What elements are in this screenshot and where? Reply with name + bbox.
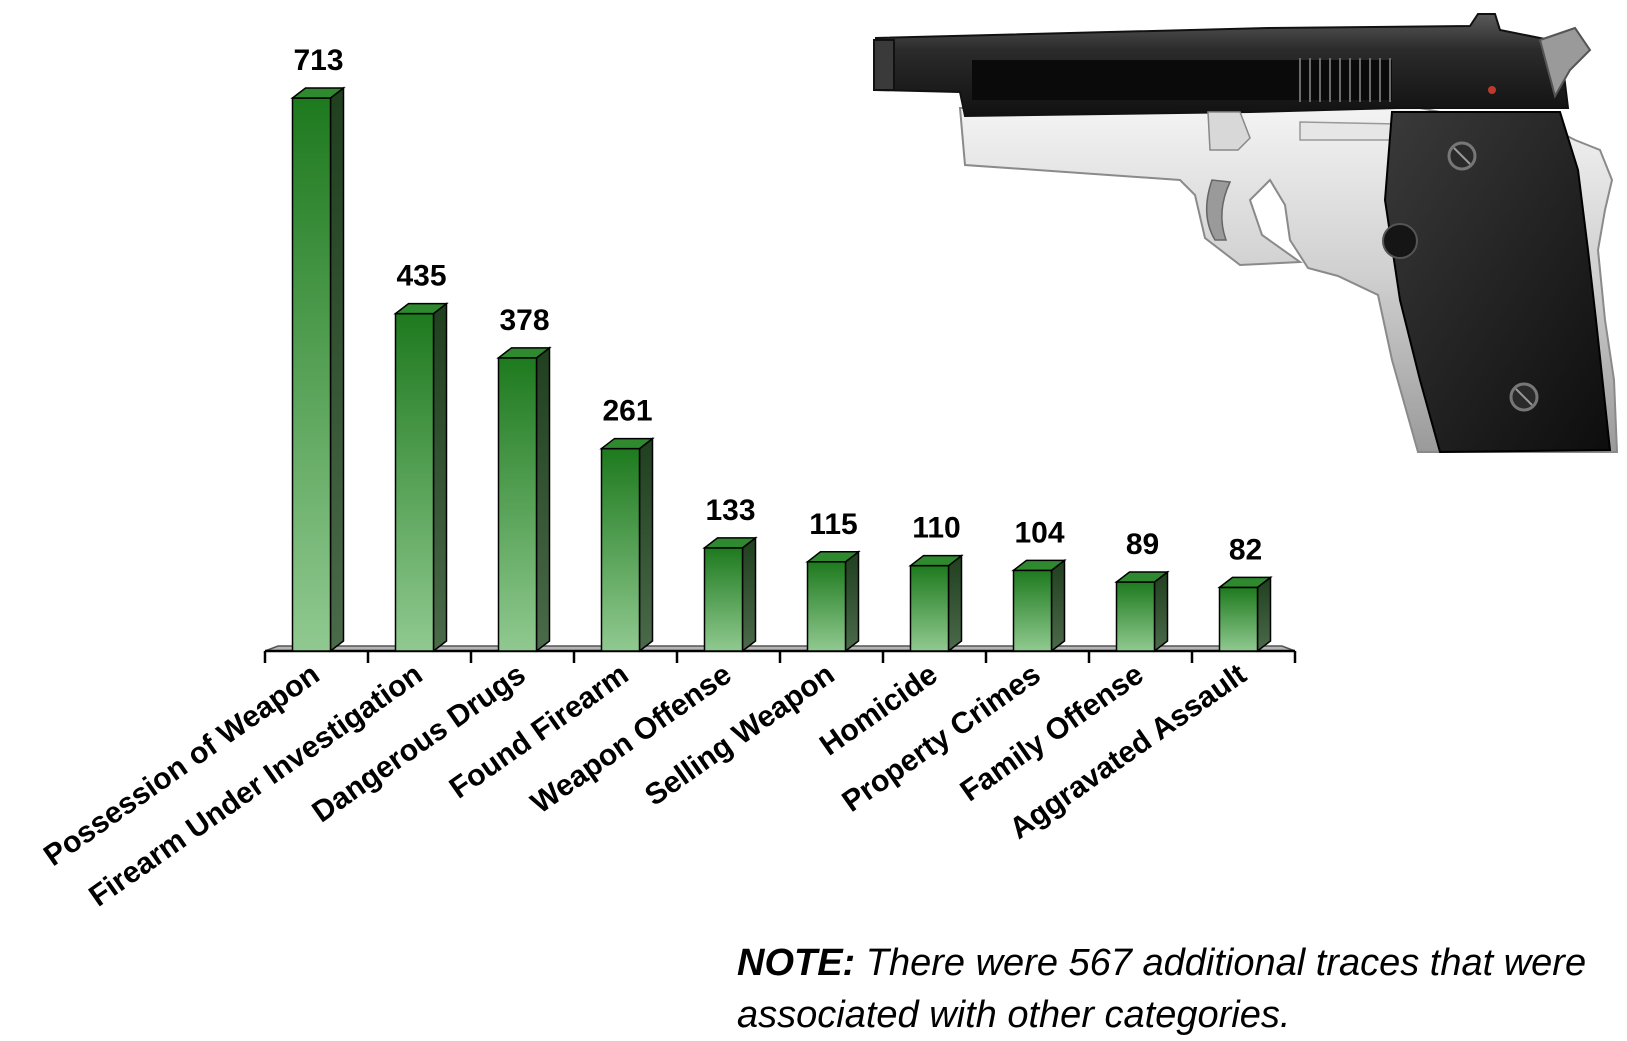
data-label: 115 [809,508,857,541]
bar-front [703,547,744,652]
bar [1217,575,1273,653]
bar [702,536,758,653]
bar-top [1011,559,1067,572]
bar-side [1256,575,1272,653]
bar-side [844,550,860,653]
bar-top [599,437,655,450]
note-text: There were 567 additional traces that we… [737,942,1587,1036]
bar-front [1012,569,1053,652]
tick-marks-group [263,651,1297,663]
data-label: 110 [912,512,960,545]
bar-side [1050,558,1066,653]
bar-front [394,312,435,652]
bar-front [497,357,538,652]
data-label: 133 [705,494,755,527]
bar-front [1115,581,1156,652]
bar [290,86,346,653]
bar-side [638,437,654,653]
bar [1114,570,1170,653]
bar [496,346,552,653]
bar-top [1114,571,1170,583]
bar-side [432,302,448,653]
bar-top [1217,576,1273,589]
bar-front [806,561,847,652]
bar [908,554,964,653]
bar-side [947,554,963,653]
bar [599,437,655,653]
data-label: 435 [396,260,446,293]
bar [393,302,449,653]
bar-side [741,536,757,653]
bar-top [805,551,861,563]
bar-side [535,346,551,653]
x-tick-label: Selling Weapon [639,658,840,813]
bar-front [600,447,641,652]
data-label: 378 [499,304,549,337]
footnote: NOTE: There were 567 additional traces t… [737,937,1617,1041]
bar-front [909,564,950,652]
bar-top [290,87,346,99]
bar-side [1153,570,1169,653]
data-label: 82 [1229,533,1262,566]
value-labels-group: 713 435 378 261 133 115 110 104 89 82 [293,44,1262,566]
data-label: 261 [602,395,652,428]
bar-top [393,302,449,315]
bars-group [290,86,1273,653]
bar-front [291,97,332,652]
bar [1011,558,1067,653]
bar-top [702,537,758,549]
bar-top [908,554,964,567]
bar-front [1218,586,1259,652]
bar [805,550,861,653]
note-lead: NOTE: [737,942,856,984]
data-label: 104 [1014,516,1064,549]
data-label: 89 [1126,528,1159,561]
bar-chart: 713 435 378 261 133 115 110 104 89 82 Possession … [38,13,1619,914]
pistol-icon [873,13,1619,454]
bar-side [329,86,345,653]
bar-top [496,347,552,359]
data-label: 713 [293,44,343,77]
